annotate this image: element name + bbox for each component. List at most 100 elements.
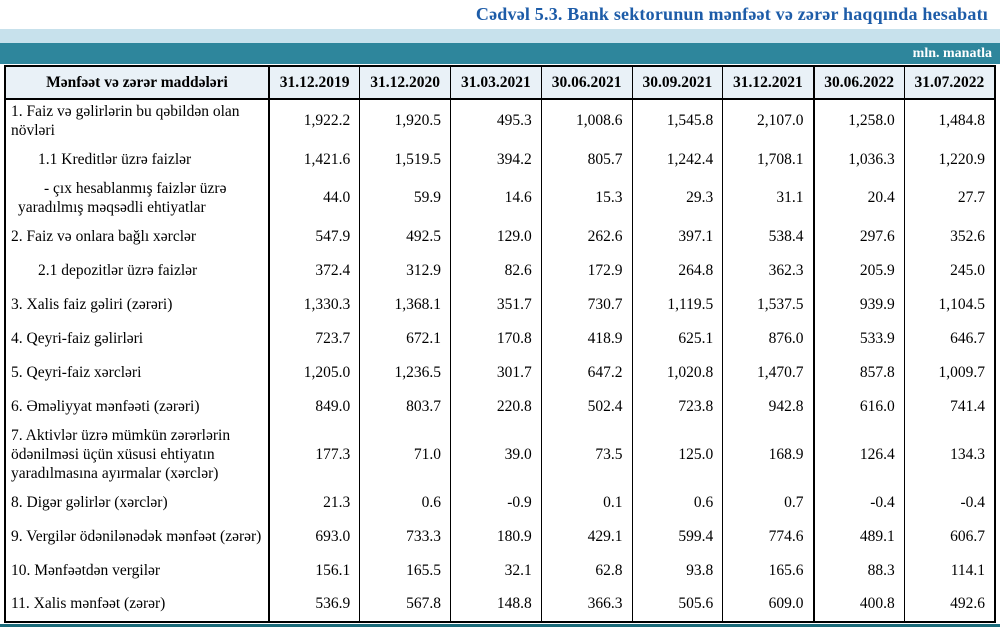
value-cell: 148.8: [450, 587, 542, 622]
value-cell: 939.9: [812, 287, 905, 322]
value-cell: 32.1: [450, 553, 542, 588]
value-cell: 567.8: [359, 587, 451, 622]
column-header-date: 30.09.2021: [631, 66, 723, 99]
value-cell: 0.6: [631, 485, 723, 520]
value-cell: 730.7: [540, 287, 632, 322]
value-cell: 156.1: [268, 553, 360, 588]
value-cell: 0.7: [722, 485, 814, 520]
value-cell: 1,104.5: [903, 287, 995, 322]
value-cell: 693.0: [268, 519, 360, 554]
value-cell: 609.0: [722, 587, 814, 622]
value-cell: 741.4: [903, 389, 995, 424]
value-cell: 0.1: [540, 485, 632, 520]
value-cell: -0.9: [450, 485, 542, 520]
row-label: - çıx hesablanmış faizlər üzrə yaradılmı…: [18, 179, 227, 217]
value-cell: 1,036.3: [812, 142, 905, 177]
row-label: 9. Vergilər ödənilənədək mənfəət (zərər): [11, 527, 262, 545]
value-cell: 73.5: [540, 423, 632, 486]
value-cell: 1,020.8: [631, 355, 723, 390]
value-cell: 1,008.6: [540, 99, 632, 143]
value-cell: 1,242.4: [631, 142, 723, 177]
value-cell: 15.3: [540, 176, 632, 220]
value-cell: 62.8: [540, 553, 632, 588]
value-cell: 774.6: [722, 519, 814, 554]
value-cell: 505.6: [631, 587, 723, 622]
value-cell: 547.9: [268, 219, 360, 254]
value-cell: 1,009.7: [903, 355, 995, 390]
value-cell: 93.8: [631, 553, 723, 588]
value-cell: 59.9: [359, 176, 451, 220]
value-cell: 180.9: [450, 519, 542, 554]
column-header-date: 31.12.2019: [268, 66, 360, 99]
value-cell: 1,470.7: [722, 355, 814, 390]
value-cell: 372.4: [268, 253, 360, 288]
table-row: 8. Digər gəlirlər (xərclər) 21.3 0.6 -0.9 0.…: [5, 485, 995, 520]
value-cell: 301.7: [450, 355, 542, 390]
row-label: 1. Faiz və gəlirlərin bu qəbildən olan n…: [11, 103, 240, 140]
value-cell: 394.2: [450, 142, 542, 177]
row-label: 2.1 depozitlər üzrə faizlər: [38, 261, 198, 279]
column-header-date: 31.12.2020: [359, 66, 451, 99]
column-header-items: Mənfəət və zərər maddələri: [46, 73, 228, 91]
value-cell: 125.0: [631, 423, 723, 486]
value-cell: 134.3: [903, 423, 995, 486]
value-cell: 1,545.8: [631, 99, 723, 143]
value-cell: 205.9: [812, 253, 905, 288]
table-row: 6. Əməliyyat mənfəəti (zərəri) 849.0 803.7…: [5, 389, 995, 424]
value-cell: 27.7: [903, 176, 995, 220]
value-cell: 857.8: [812, 355, 905, 390]
value-cell: 418.9: [540, 321, 632, 356]
value-cell: 366.3: [540, 587, 632, 622]
value-cell: 88.3: [812, 553, 905, 588]
value-cell: 264.8: [631, 253, 723, 288]
value-cell: 599.4: [631, 519, 723, 554]
value-cell: 129.0: [450, 219, 542, 254]
unit-label: mln. manatla: [912, 46, 992, 61]
value-cell: 495.3: [450, 99, 542, 143]
column-header-date: 30.06.2021: [540, 66, 632, 99]
value-cell: 803.7: [359, 389, 451, 424]
value-cell: 352.6: [903, 219, 995, 254]
value-cell: 297.6: [812, 219, 905, 254]
column-header-date: 31.03.2021: [450, 66, 542, 99]
value-cell: 606.7: [903, 519, 995, 554]
table-row: 9. Vergilər ödənilənədək mənfəət (zərər)…: [5, 519, 995, 554]
value-cell: 502.4: [540, 389, 632, 424]
table-row: 1. Faiz və gəlirlərin bu qəbildən olan n…: [5, 99, 995, 143]
value-cell: 220.8: [450, 389, 542, 424]
value-cell: 489.1: [812, 519, 905, 554]
table-row: 2. Faiz və onlara bağlı xərclər 547.9 492.…: [5, 219, 995, 254]
value-cell: 723.8: [631, 389, 723, 424]
table-row: 3. Xalis faiz gəliri (zərəri) 1,330.3 1,36…: [5, 287, 995, 322]
column-header-date: 31.07.2022: [903, 66, 995, 99]
value-cell: 1,368.1: [359, 287, 451, 322]
value-cell: 114.1: [903, 553, 995, 588]
value-cell: 1,205.0: [268, 355, 360, 390]
row-label: 10. Mənfəətdən vergilər: [11, 561, 161, 579]
value-cell: 44.0: [268, 176, 360, 220]
row-label: 6. Əməliyyat mənfəəti (zərəri): [11, 397, 200, 415]
value-cell: 849.0: [268, 389, 360, 424]
value-cell: 536.9: [268, 587, 360, 622]
value-cell: 39.0: [450, 423, 542, 486]
row-label: 11. Xalis mənfəət (zərər): [11, 595, 166, 613]
value-cell: 1,519.5: [359, 142, 451, 177]
value-cell: 616.0: [812, 389, 905, 424]
row-label: 1.1 Kreditlər üzrə faizlər: [38, 151, 192, 169]
value-cell: 397.1: [631, 219, 723, 254]
value-cell: 1,421.6: [268, 142, 360, 177]
table-row: 11. Xalis mənfəət (zərər) 536.9 567.8 148.8…: [5, 587, 995, 622]
value-cell: 2,107.0: [722, 99, 814, 143]
table-row: 4. Qeyri-faiz gəlirləri 723.7 672.1 170.8 41…: [5, 321, 995, 356]
value-cell: 170.8: [450, 321, 542, 356]
value-cell: 1,920.5: [359, 99, 451, 143]
value-cell: 1,258.0: [812, 99, 905, 143]
table-row: 10. Mənfəətdən vergilər 156.1 165.5 32.1 62.…: [5, 553, 995, 588]
table-row: 5. Qeyri-faiz xərcləri 1,205.0 1,236.5 301.…: [5, 355, 995, 390]
value-cell: 177.3: [268, 423, 360, 486]
value-cell: 625.1: [631, 321, 723, 356]
value-cell: 646.7: [903, 321, 995, 356]
row-label: 8. Digər gəlirlər (xərclər): [11, 493, 168, 511]
value-cell: 1,484.8: [903, 99, 995, 143]
